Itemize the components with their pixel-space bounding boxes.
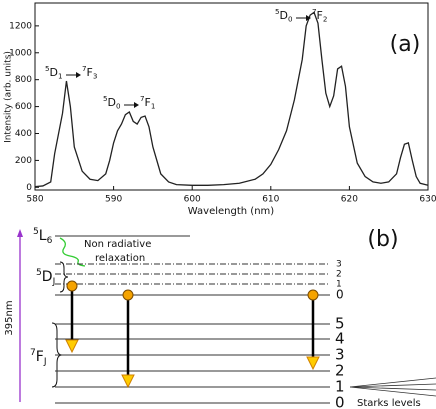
arrow-head	[121, 374, 135, 389]
term-label: 7F2	[312, 7, 327, 23]
term-sup: 7	[82, 64, 87, 73]
term-base: L	[39, 228, 47, 244]
term-label: 5L6	[33, 227, 53, 246]
sublevel-label: 1	[336, 280, 342, 290]
x-axis-label: Wavelength (nm)	[188, 206, 274, 217]
term-label: 7F1	[140, 94, 155, 110]
term-label: 7FJ	[30, 348, 47, 367]
term-sub: 6	[47, 236, 53, 246]
y-tick-label: 1000	[9, 48, 32, 58]
emitting-state	[307, 289, 319, 301]
term-sup: 5	[103, 94, 108, 103]
y-tick-label: 800	[15, 75, 32, 85]
stark-line	[349, 386, 436, 391]
term-sup: 5	[275, 7, 280, 16]
panel-label: (a)	[390, 32, 421, 57]
emitting-state	[122, 289, 134, 301]
arrow-head	[17, 229, 23, 237]
term-sub: 2	[323, 14, 328, 23]
y-tick-label: 600	[15, 102, 32, 112]
term-sup: 5	[45, 64, 50, 73]
term-sub: 1	[58, 71, 63, 80]
term-base: D	[42, 269, 53, 285]
spectrum-line	[34, 11, 429, 188]
y-tick-label: 400	[15, 129, 32, 139]
annotation-arrow-head	[306, 15, 311, 21]
term-label: 7F3	[82, 64, 97, 80]
x-tick-label: 600	[184, 195, 201, 205]
relaxation-text: relaxation	[95, 253, 145, 264]
stark-line	[349, 383, 436, 388]
term-sup: 7	[30, 348, 36, 358]
term-sup: 5	[36, 268, 42, 278]
term-base: F	[36, 349, 44, 365]
y-tick-label: 0	[26, 183, 32, 193]
relaxation-text: Non radiative	[84, 239, 151, 250]
energy-diagram: (b) Non radiative relaxation 395nm Stark…	[4, 227, 436, 409]
annotation-arrow-head	[76, 72, 81, 78]
term-sub: J	[43, 357, 47, 367]
term-sub: J	[52, 277, 56, 287]
x-tick-label: 590	[105, 195, 122, 205]
y-tick-label: 1200	[9, 21, 32, 31]
sublevel-label: 0	[335, 394, 345, 409]
term-sub: 0	[116, 101, 121, 110]
excitation-label: 395nm	[4, 300, 15, 335]
term-sub: 1	[151, 101, 156, 110]
sublevel-label: 4	[335, 330, 345, 348]
stark-label: Starks levels	[357, 398, 421, 409]
emitting-state	[66, 280, 78, 292]
term-base: F	[87, 66, 93, 79]
sublevel-label: 3	[335, 346, 345, 364]
term-sub: 0	[288, 14, 293, 23]
annotation-arrow-head	[134, 102, 139, 108]
x-tick-label: 630	[419, 195, 436, 205]
sublevel-label: 2	[335, 362, 345, 380]
brace	[59, 261, 69, 293]
stark-line	[349, 386, 436, 397]
term-label: 5D0	[275, 7, 293, 23]
term-base: F	[145, 96, 151, 109]
sublevel-label: 1	[335, 378, 345, 396]
arrow-head	[65, 339, 79, 354]
term-sup: 5	[33, 227, 39, 237]
term-label: 5D1	[45, 64, 63, 80]
term-base: F	[317, 9, 323, 22]
term-label: 5DJ	[36, 268, 55, 287]
sublevel-label: 3	[336, 260, 342, 270]
y-tick-label: 200	[15, 156, 32, 166]
sublevel-label: 5	[335, 315, 345, 333]
panel-label: (b)	[367, 227, 398, 252]
x-tick-label: 610	[262, 195, 279, 205]
term-sub: 3	[93, 71, 98, 80]
relaxation-path	[59, 237, 86, 267]
term-base: D	[50, 66, 58, 79]
term-base: D	[108, 96, 116, 109]
term-base: D	[280, 9, 288, 22]
x-tick-label: 580	[26, 195, 43, 205]
plot-frame	[34, 2, 429, 191]
term-sup: 7	[140, 94, 145, 103]
arrow-head	[306, 356, 320, 371]
sublevel-label: 0	[336, 288, 344, 302]
x-tick-label: 620	[341, 195, 358, 205]
sublevel-label: 2	[336, 270, 342, 280]
term-label: 5D0	[103, 94, 121, 110]
stark-line	[349, 377, 436, 388]
term-sup: 7	[312, 7, 317, 16]
y-axis-label: Intensity (arb. units)	[4, 51, 14, 143]
